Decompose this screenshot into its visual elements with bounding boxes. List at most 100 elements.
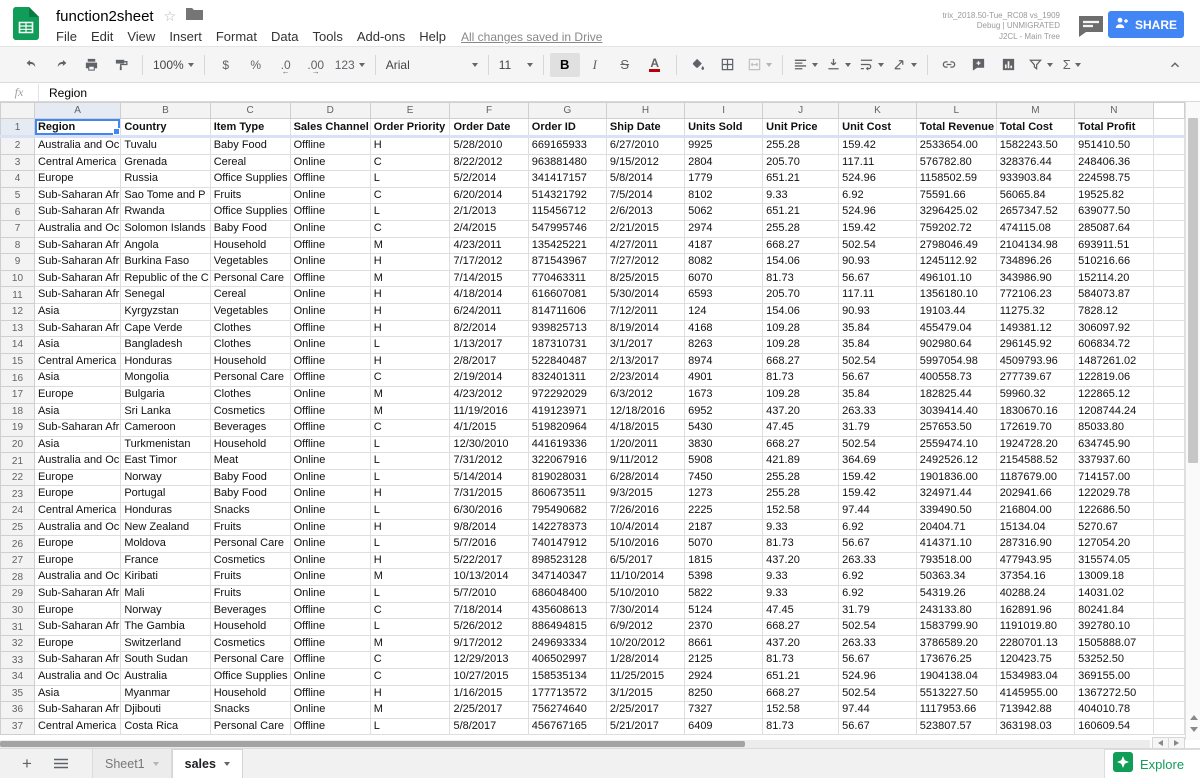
cell-M15[interactable]: 4509793.96 <box>995 352 1076 371</box>
cell-A1[interactable]: Region <box>33 118 122 138</box>
cell-N37[interactable]: 160609.54 <box>1074 717 1154 736</box>
comments-button[interactable] <box>1078 15 1104 42</box>
cell-B27[interactable]: France <box>120 551 211 570</box>
cell-N1[interactable]: Total Profit <box>1074 118 1154 138</box>
sheet-tab-sheet1[interactable]: Sheet1 <box>92 749 172 778</box>
cell-E26[interactable]: L <box>369 535 451 553</box>
cell-C19[interactable]: Beverages <box>209 419 291 437</box>
menu-edit[interactable]: Edit <box>90 29 114 44</box>
cell-F31[interactable]: 5/26/2012 <box>449 618 529 636</box>
row-header-2[interactable]: 2 <box>0 136 35 155</box>
cell-B24[interactable]: Honduras <box>120 502 211 520</box>
cell-G35[interactable]: 177713572 <box>527 684 607 703</box>
cell-B21[interactable]: East Timor <box>120 452 211 470</box>
cell-K17[interactable]: 35.84 <box>838 385 917 404</box>
cell-B26[interactable]: Moldova <box>120 535 211 553</box>
cell-J30[interactable]: 47.45 <box>762 601 840 620</box>
vertical-scrollbar-thumb[interactable] <box>1188 118 1198 463</box>
cell-E17[interactable]: M <box>369 385 451 404</box>
cell-L18[interactable]: 3039414.40 <box>915 402 997 421</box>
cell-D29[interactable]: Online <box>289 585 371 603</box>
vertical-scrollbar[interactable] <box>1185 102 1200 740</box>
cell[interactable] <box>1152 668 1185 686</box>
cell-C35[interactable]: Household <box>209 684 291 703</box>
cell-B15[interactable]: Honduras <box>120 352 211 371</box>
cell-A13[interactable]: Sub-Saharan Afr <box>33 319 122 338</box>
cell-C17[interactable]: Clothes <box>209 385 291 404</box>
cell-I29[interactable]: 5822 <box>684 585 764 603</box>
insert-link-button[interactable] <box>934 53 964 77</box>
cell-C29[interactable]: Fruits <box>209 585 291 603</box>
cell-G2[interactable]: 669165933 <box>527 136 607 155</box>
tab-menu-icon[interactable] <box>152 761 159 766</box>
cell-I8[interactable]: 4187 <box>684 236 764 255</box>
cell-N5[interactable]: 19525.82 <box>1074 186 1154 205</box>
cell-M22[interactable]: 1187679.00 <box>995 468 1076 487</box>
cell-M35[interactable]: 4145955.00 <box>995 684 1076 703</box>
cell-H27[interactable]: 6/5/2017 <box>605 551 686 570</box>
cell-K7[interactable]: 159.42 <box>838 219 917 238</box>
cell-H5[interactable]: 7/5/2014 <box>605 186 686 205</box>
cell-L37[interactable]: 523807.57 <box>915 717 997 736</box>
cell-M17[interactable]: 59960.32 <box>995 385 1076 404</box>
cell-N23[interactable]: 122029.78 <box>1074 485 1154 504</box>
cell-C32[interactable]: Cosmetics <box>209 634 291 653</box>
cell-C30[interactable]: Beverages <box>209 601 291 620</box>
cell-F6[interactable]: 2/1/2013 <box>449 203 529 221</box>
cell-K21[interactable]: 364.69 <box>838 452 917 470</box>
cell[interactable] <box>1152 618 1185 636</box>
cell-H20[interactable]: 1/20/2011 <box>605 435 686 454</box>
cell-C13[interactable]: Clothes <box>209 319 291 338</box>
cell-I37[interactable]: 6409 <box>684 717 764 736</box>
cell-K19[interactable]: 31.79 <box>838 419 917 437</box>
cell-A32[interactable]: Europe <box>33 634 122 653</box>
cell-K3[interactable]: 117.11 <box>838 153 917 172</box>
cell-A14[interactable]: Asia <box>33 336 122 354</box>
row-header-26[interactable]: 26 <box>0 535 35 553</box>
cell-J24[interactable]: 152.58 <box>762 502 840 520</box>
row-header-1[interactable]: 1 <box>0 118 35 138</box>
cell-K13[interactable]: 35.84 <box>838 319 917 338</box>
text-rotation-button[interactable] <box>888 53 921 77</box>
cell-G11[interactable]: 616607081 <box>527 286 607 304</box>
menu-tools[interactable]: Tools <box>312 29 343 44</box>
horizontal-scrollbar-thumb[interactable] <box>0 741 745 747</box>
text-wrap-button[interactable] <box>855 53 888 77</box>
cell-F3[interactable]: 8/22/2012 <box>449 153 529 172</box>
cell-B20[interactable]: Turkmenistan <box>120 435 211 454</box>
cell-J14[interactable]: 109.28 <box>762 336 840 354</box>
cell-K18[interactable]: 263.33 <box>838 402 917 421</box>
cell-A20[interactable]: Asia <box>33 435 122 454</box>
cell-M7[interactable]: 474115.08 <box>995 219 1076 238</box>
cell-J20[interactable]: 668.27 <box>762 435 840 454</box>
cell-A2[interactable]: Australia and Oc <box>33 136 122 155</box>
cell-G13[interactable]: 939825713 <box>527 319 607 338</box>
cell-B35[interactable]: Myanmar <box>120 684 211 703</box>
cell-N12[interactable]: 7828.12 <box>1074 302 1154 321</box>
cell-E19[interactable]: C <box>369 419 451 437</box>
column-header-K[interactable]: K <box>838 102 917 119</box>
cell-D19[interactable]: Offline <box>289 419 371 437</box>
cell-J27[interactable]: 437.20 <box>762 551 840 570</box>
cell-H8[interactable]: 4/27/2011 <box>605 236 686 255</box>
cell-I25[interactable]: 2187 <box>684 518 764 537</box>
explore-button[interactable]: Explore <box>1104 749 1200 778</box>
row-header-5[interactable]: 5 <box>0 186 35 205</box>
cell-E31[interactable]: L <box>369 618 451 636</box>
cell-A30[interactable]: Europe <box>33 601 122 620</box>
cell-G10[interactable]: 770463311 <box>527 269 607 288</box>
cell-I18[interactable]: 6952 <box>684 402 764 421</box>
cell-G7[interactable]: 547995746 <box>527 219 607 238</box>
cell-N32[interactable]: 1505888.07 <box>1074 634 1154 653</box>
cell-A3[interactable]: Central America <box>33 153 122 172</box>
cell-J32[interactable]: 437.20 <box>762 634 840 653</box>
cell-H17[interactable]: 6/3/2012 <box>605 385 686 404</box>
cell-G23[interactable]: 860673511 <box>527 485 607 504</box>
cell-N35[interactable]: 1367272.50 <box>1074 684 1154 703</box>
cell-I9[interactable]: 8082 <box>684 253 764 271</box>
menu-insert[interactable]: Insert <box>169 29 202 44</box>
column-header-D[interactable]: D <box>289 102 371 119</box>
cell-B34[interactable]: Australia <box>120 668 211 686</box>
cell-I2[interactable]: 9925 <box>684 136 764 155</box>
cell-M6[interactable]: 2657347.52 <box>995 203 1076 221</box>
